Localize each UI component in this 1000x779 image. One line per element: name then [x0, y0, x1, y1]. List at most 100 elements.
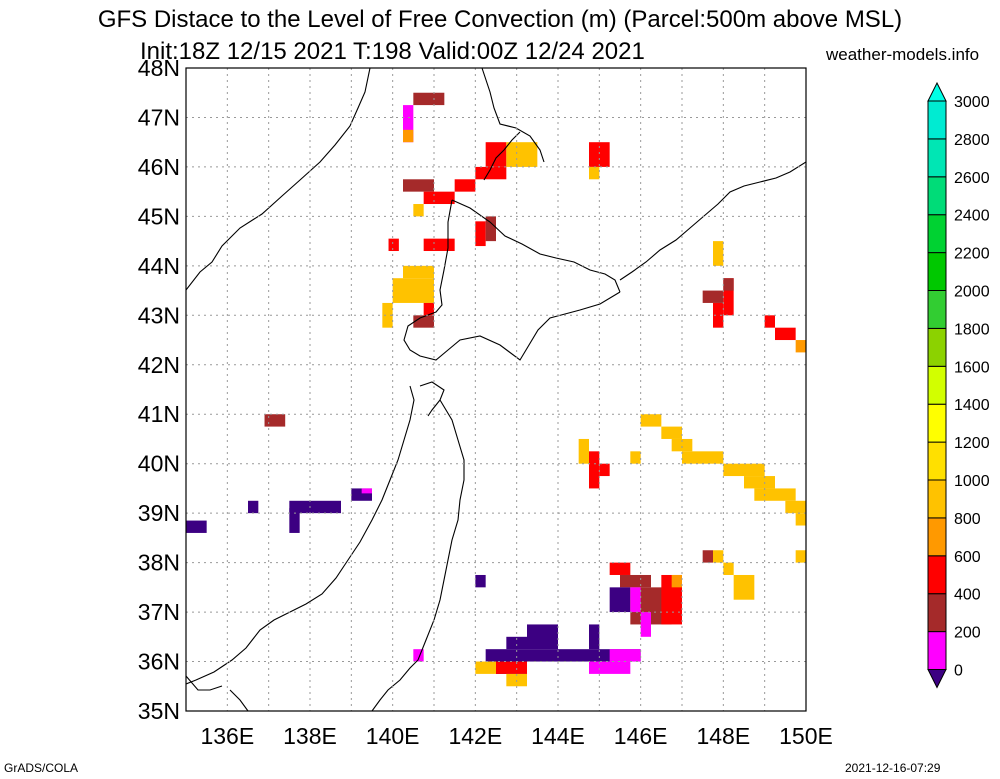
lfc-cell — [682, 451, 724, 464]
lat-tick-label: 46N — [138, 154, 180, 180]
lon-tick-label: 140E — [366, 723, 420, 749]
footer-timestamp: 2021-12-16-07:29 — [845, 761, 941, 775]
chart-subtitle: Init:18Z 12/15 2021 T:198 Valid:00Z 12/2… — [140, 38, 645, 65]
lon-tick-label: 136E — [200, 723, 254, 749]
lfc-cell — [382, 302, 393, 328]
colorbar-swatch — [927, 517, 947, 557]
colorbar-label: 2200 — [954, 246, 990, 263]
lfc-shaded-cells — [186, 92, 806, 687]
colorbar-label: 2800 — [954, 132, 990, 149]
colorbar-labels: 0 200 400 600 800 1000 1200 1400 1600 1800 2000 220… — [954, 94, 990, 680]
lat-tick-label: 40N — [138, 451, 180, 477]
lfc-cell — [630, 451, 641, 464]
lfc-cell — [754, 488, 796, 501]
lfc-cell — [640, 612, 651, 637]
lat-tick-label: 43N — [138, 302, 180, 328]
sakhalin-coast — [481, 68, 545, 181]
colorbar-label: 1600 — [954, 359, 990, 376]
lfc-cell — [775, 327, 796, 341]
lat-tick-label: 38N — [138, 550, 180, 576]
colorbar-swatch — [927, 593, 947, 633]
lfc-cell — [640, 414, 662, 427]
colorbar-label: 2400 — [954, 208, 990, 225]
lfc-cell — [289, 500, 341, 514]
lfc-cell — [413, 649, 424, 662]
source-credit: weather-models.info — [826, 45, 980, 64]
lfc-cell — [403, 265, 434, 279]
lfc-cell — [289, 508, 300, 533]
colorbar-label: 1200 — [954, 435, 990, 452]
lat-tick-label: 36N — [138, 649, 180, 675]
colorbar-swatch — [927, 290, 947, 329]
coastline — [186, 68, 806, 711]
kyushu-hint — [186, 675, 249, 711]
lfc-cell — [630, 587, 641, 613]
colorbar-swatch — [927, 138, 947, 178]
lfc-cell — [785, 500, 806, 514]
lfc-cell — [620, 574, 651, 588]
footer-software: GrADS/COLA — [4, 761, 79, 775]
lfc-cell — [423, 191, 455, 205]
colorbar-swatch — [927, 176, 947, 216]
colorbar-label: 3000 — [954, 94, 990, 111]
lfc-cell — [702, 550, 713, 563]
lat-tick-label: 42N — [138, 352, 180, 378]
lfc-cell — [671, 574, 682, 588]
lfc-cell — [661, 426, 682, 439]
lat-tick-label: 39N — [138, 500, 180, 526]
lfc-cell — [186, 520, 207, 533]
lfc-cell — [496, 661, 527, 674]
lfc-cell — [506, 636, 527, 650]
lfc-cell — [671, 438, 693, 452]
colorbar-max-triangle — [927, 81, 947, 102]
lat-tick-label: 45N — [138, 203, 180, 229]
lfc-cell — [475, 221, 486, 247]
lfc-cell — [723, 278, 734, 291]
lat-tick-label: 37N — [138, 599, 180, 625]
lfc-cell — [609, 649, 641, 662]
lfc-cell — [713, 302, 724, 328]
colorbar-label: 2600 — [954, 170, 990, 187]
lfc-cell — [527, 624, 558, 650]
lfc-cell — [475, 661, 496, 674]
lat-tick-label: 48N — [138, 55, 180, 81]
mainland-coast — [186, 68, 371, 291]
lfc-cell — [702, 290, 724, 303]
lfc-cell — [589, 661, 631, 674]
colorbar — [927, 81, 947, 689]
lfc-cell — [764, 315, 775, 328]
lat-tick-label: 41N — [138, 401, 180, 427]
lon-tick-label: 144E — [531, 723, 585, 749]
lfc-cell — [713, 550, 724, 563]
lfc-cell — [454, 179, 476, 192]
map-frame — [185, 67, 807, 712]
colorbar-swatch — [927, 214, 947, 254]
colorbar-swatch — [927, 555, 947, 595]
colorbar-swatch — [927, 327, 947, 367]
lfc-cell — [733, 574, 755, 600]
lfc-cell — [589, 166, 600, 180]
chart-title: GFS Distace to the Level of Free Convect… — [97, 6, 903, 33]
lfc-cell — [723, 463, 765, 477]
lon-tick-label: 142E — [448, 723, 502, 749]
colorbar-label: 400 — [954, 587, 981, 604]
lfc-cell — [388, 238, 399, 252]
colorbar-swatch — [927, 631, 947, 670]
lfc-cell — [423, 238, 455, 252]
lon-tick-labels: 136E 138E 140E 142E 144E 146E 148E 150E — [200, 723, 832, 749]
colorbar-label: 200 — [954, 625, 981, 642]
lfc-cell — [578, 438, 589, 464]
lfc-cell — [713, 241, 724, 266]
lfc-cell — [744, 476, 775, 489]
colorbar-swatch — [927, 403, 947, 443]
lfc-cell — [723, 278, 734, 316]
lfc-cell — [403, 129, 414, 143]
lon-tick-label: 150E — [779, 723, 833, 749]
colorbar-label: 1400 — [954, 397, 990, 414]
lfc-cell — [589, 624, 600, 650]
lfc-cell — [423, 302, 434, 316]
colorbar-min-triangle — [927, 669, 947, 689]
lfc-cell — [264, 414, 286, 427]
colorbar-label: 0 — [954, 663, 963, 680]
